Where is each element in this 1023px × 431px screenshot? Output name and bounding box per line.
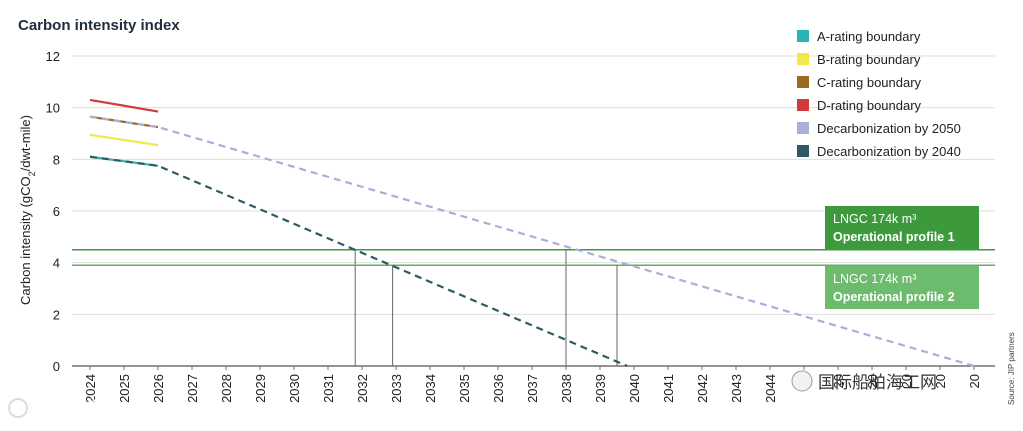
- legend-item-3: C-rating boundary: [797, 75, 922, 90]
- legend-label-2: B-rating boundary: [817, 52, 921, 67]
- y-tick-2: 2: [53, 307, 60, 322]
- annotation-line1-2: LNGC 174k m³: [833, 272, 916, 286]
- legend-item-2: B-rating boundary: [797, 52, 921, 67]
- y-tick-4: 4: [53, 256, 60, 271]
- y-tick-6: 6: [53, 204, 60, 219]
- annotation-box-1: LNGC 174k m³ Operational profile 1: [825, 206, 979, 249]
- legend-swatch-3: [797, 76, 809, 88]
- annotation-bg-2: [825, 266, 979, 309]
- y-axis-label: Carbon intensity (gCO2/dwt-mile): [18, 115, 37, 305]
- legend-label-5: Decarbonization by 2050: [817, 121, 961, 136]
- x-tick-2040: 2040: [627, 374, 642, 403]
- legend-swatch-6: [797, 145, 809, 157]
- annotation-line2-1: Operational profile 1: [833, 230, 955, 244]
- x-tick-2044: 2044: [763, 374, 778, 403]
- series-line-decarbonization-by-2040: [89, 155, 628, 368]
- watermark-right: 国际船舶海工网: [791, 370, 937, 392]
- x-tick-2043: 2043: [729, 374, 744, 403]
- legend: A-rating boundary B-rating boundary C-rati…: [797, 29, 961, 159]
- annotation-line1-1: LNGC 174k m³: [833, 212, 916, 226]
- x-tick-2036: 2036: [491, 374, 506, 403]
- x-tick-2049: 20: [933, 374, 948, 388]
- watermark-right-text: 国际船舶海工网: [818, 373, 937, 392]
- x-tick-2030: 2030: [287, 374, 302, 403]
- legend-swatch-2: [797, 53, 809, 65]
- x-tick-2041: 2041: [661, 374, 676, 403]
- legend-item-1: A-rating boundary: [797, 29, 921, 44]
- x-tick-2034: 2034: [423, 374, 438, 403]
- watermark-left: 六数跨境: [8, 397, 104, 418]
- y-tick-12: 12: [46, 49, 60, 64]
- x-tick-2048: 20: [899, 374, 914, 388]
- reference-lines: [72, 249, 995, 366]
- x-tick-2031: 2031: [321, 374, 336, 403]
- source-note: Source: JIP partners: [1007, 332, 1016, 405]
- legend-swatch-4: [797, 99, 809, 111]
- x-tick-2033: 2033: [389, 374, 404, 403]
- legend-item-6: Decarbonization by 2040: [797, 144, 961, 159]
- legend-swatch-5: [797, 122, 809, 134]
- y-tick-0: 0: [53, 359, 60, 374]
- legend-label-6: Decarbonization by 2040: [817, 144, 961, 159]
- x-tick-2047: 20: [865, 374, 880, 388]
- legend-label-1: A-rating boundary: [817, 29, 921, 44]
- x-tick-2038: 2038: [559, 374, 574, 403]
- x-tick-2026: 2026: [151, 374, 166, 403]
- x-tick-2042: 2042: [695, 374, 710, 403]
- series-line-a-rating-boundary: [89, 155, 159, 167]
- x-tick-2046: 20: [831, 374, 846, 388]
- x-tick-2050: 20: [967, 374, 982, 388]
- x-tick-2029: 2029: [253, 374, 268, 403]
- x-tick-2027: 2027: [185, 374, 200, 403]
- legend-label-3: C-rating boundary: [817, 75, 922, 90]
- annotation-line2-2: Operational profile 2: [833, 290, 955, 304]
- x-tick-2032: 2032: [355, 374, 370, 403]
- legend-item-5: Decarbonization by 2050: [797, 121, 961, 136]
- y-tick-labels: 0 2 4 6 8 10 12: [46, 49, 60, 374]
- x-tick-2035: 2035: [457, 374, 472, 403]
- annotation-box-2: LNGC 174k m³ Operational profile 2: [825, 266, 979, 309]
- chart-title: Carbon intensity index: [18, 17, 180, 34]
- y-tick-10: 10: [46, 101, 60, 116]
- legend-label-4: D-rating boundary: [817, 98, 922, 113]
- x-tick-2025: 2025: [117, 374, 132, 403]
- legend-item-4: D-rating boundary: [797, 98, 922, 113]
- series-line-d-rating-boundary: [89, 98, 159, 113]
- series-line-b-rating-boundary: [89, 133, 159, 147]
- x-tick-2028: 2028: [219, 374, 234, 403]
- legend-swatch-1: [797, 30, 809, 42]
- x-tick-labels: 2024 2025 2026 2027 2028 2029 2030 2031 2032 2033…: [83, 366, 982, 403]
- grid-lines: [72, 55, 995, 367]
- x-tick-2037: 2037: [525, 374, 540, 403]
- x-tick-2024: 2024: [83, 374, 98, 403]
- series-line-c-rating-boundary: [89, 115, 159, 129]
- watermark-left-text: 六数跨境: [32, 397, 104, 418]
- y-tick-8: 8: [53, 152, 60, 167]
- data-series: [89, 98, 975, 368]
- annotation-bg-1: [825, 206, 979, 249]
- x-tick-2039: 2039: [593, 374, 608, 403]
